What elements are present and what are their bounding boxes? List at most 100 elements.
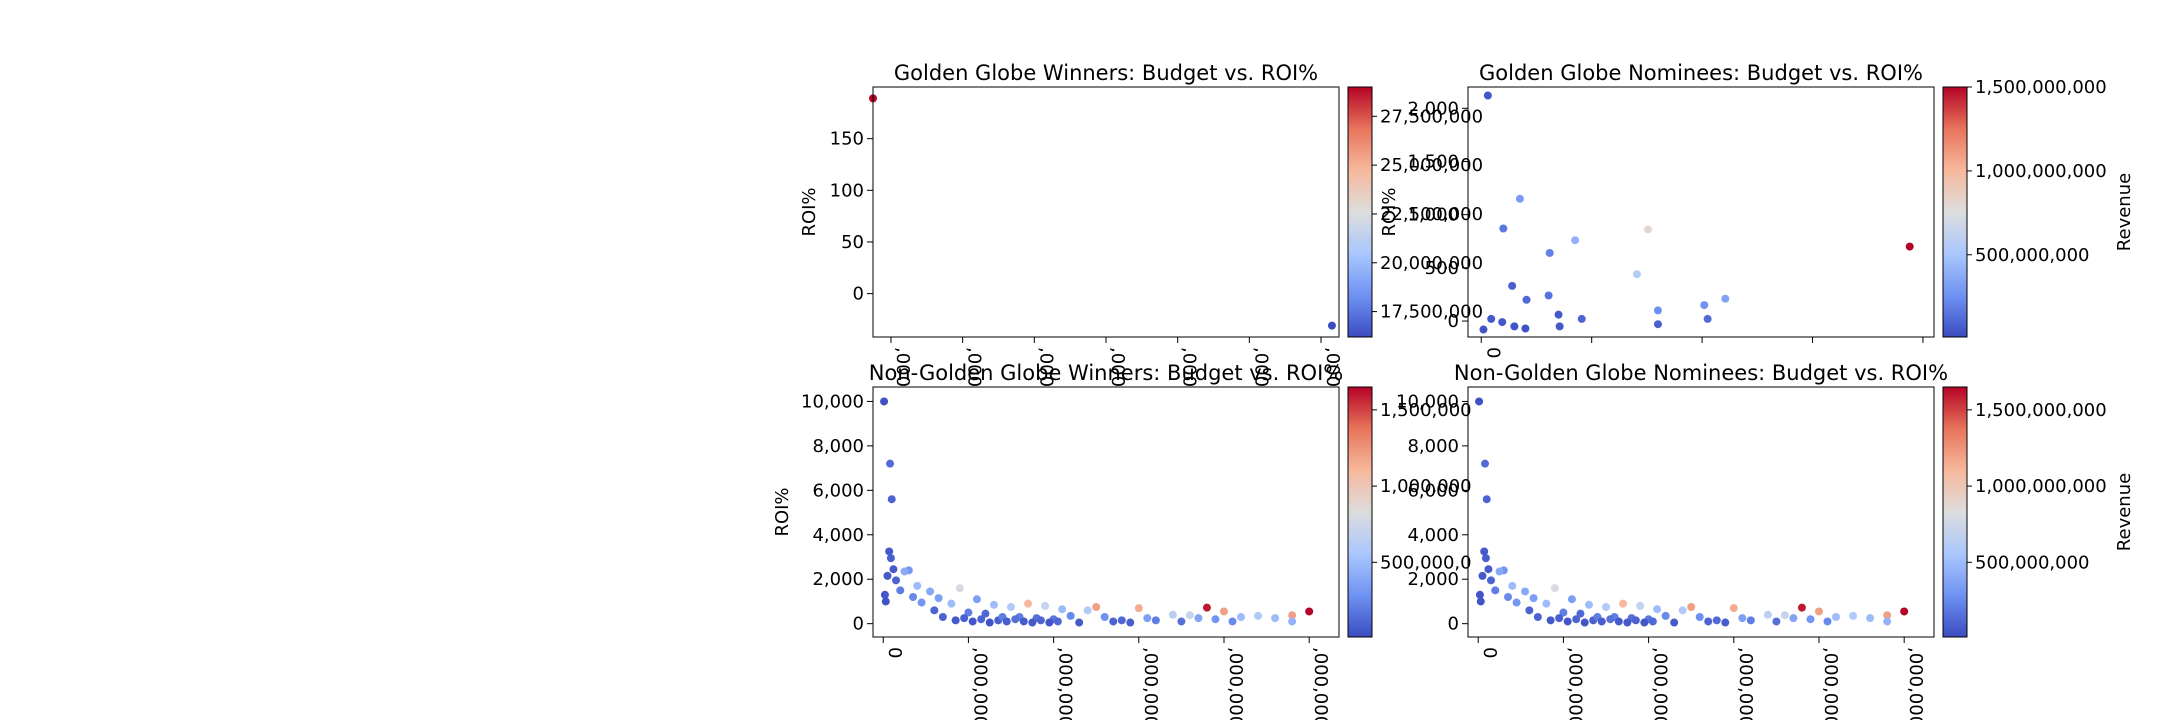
x-tick-label: ,000,000 [1905, 647, 1926, 720]
scatter-point [1640, 618, 1649, 627]
scatter-point [1789, 614, 1798, 623]
scatter-point [1066, 611, 1075, 620]
scatter-point [1619, 599, 1628, 608]
scatter-point [1544, 291, 1553, 300]
colorbar-tick-label: 500,000,0 [1380, 552, 1472, 573]
y-tick-label: 8,000 [812, 436, 864, 457]
scatter-point [981, 609, 990, 618]
x-tick-label: ,000,000 [1225, 647, 1246, 720]
scatter-point [1687, 603, 1696, 611]
scatter-point [896, 586, 905, 595]
y-axis-label: ROI% [772, 487, 793, 536]
scatter-point [1653, 320, 1662, 329]
colorbar-tick-label: 20,000,000 [1380, 253, 1483, 274]
scatter-point [1254, 611, 1263, 620]
scatter-point [1814, 607, 1823, 616]
y-axis-label: ROI% [1379, 187, 1400, 236]
scatter-point [913, 581, 922, 590]
scatter-point [1288, 611, 1297, 620]
axes-frame [872, 86, 1340, 338]
scatter-point [1476, 597, 1485, 606]
scatter-point [934, 594, 943, 603]
scatter-point [883, 571, 892, 580]
scatter-point [1806, 615, 1815, 624]
scatter-point [1653, 605, 1662, 614]
y-tick-label: 8,000 [1407, 436, 1459, 457]
scatter-point [1712, 616, 1721, 625]
scatter-point [1584, 600, 1593, 609]
scatter-point [1648, 617, 1657, 626]
scatter-point [1597, 617, 1606, 626]
scatter-point [1521, 324, 1530, 333]
y-tick-label: 2,000 [1407, 98, 1459, 119]
colorbar-tick-label: 1,000,000,000 [1975, 161, 2107, 182]
axes-frame [1467, 386, 1935, 638]
scatter-point [977, 615, 986, 624]
scatter-point [1134, 604, 1143, 613]
scatter-point [1623, 618, 1632, 627]
scatter-point [951, 616, 960, 625]
scatter-point [1019, 617, 1028, 626]
scatter-point [1202, 603, 1211, 612]
scatter-point [1109, 617, 1118, 626]
scatter-point [917, 598, 926, 607]
scatter-point [1521, 587, 1530, 596]
scatter-point [1515, 194, 1524, 203]
scatter-point [892, 576, 901, 585]
scatter-point [886, 554, 895, 563]
x-tick-label: ,000,000 [1055, 647, 1076, 720]
y-tick-label: 50 [841, 232, 864, 253]
y-tick-label: 10,000 [1396, 391, 1459, 412]
scatter-point [1100, 613, 1109, 621]
scatter-point [886, 459, 895, 468]
scatter-point [1007, 603, 1016, 611]
colorbar-tick-label: 22,500,000 [1380, 204, 1483, 225]
scatter-point [1481, 459, 1490, 468]
colorbar [1347, 386, 1373, 638]
y-tick-label: 1,000 [1407, 205, 1459, 226]
colorbar-tick-label: 25,000,000 [1380, 155, 1483, 176]
chart-title: Non-Golden Globe Nominees: Budget vs. RO… [1454, 361, 1948, 385]
scatter-point [1479, 325, 1488, 334]
scatter-point [1576, 609, 1585, 618]
scatter-point [1678, 606, 1687, 615]
scatter-point [1577, 314, 1586, 323]
y-tick-label: 6,000 [1407, 480, 1459, 501]
scatter-point [1151, 616, 1160, 625]
scatter-point [985, 618, 994, 627]
x-tick-label: 0 [1479, 647, 1500, 658]
x-tick-label: ,000,000 [1140, 647, 1161, 720]
scatter-point [1484, 565, 1493, 574]
scatter-point [1533, 613, 1542, 621]
scatter-point [1555, 614, 1564, 623]
scatter-point [1491, 586, 1500, 595]
scatter-point [1041, 601, 1050, 610]
scatter-point [1866, 614, 1875, 623]
scatter-point [972, 595, 981, 604]
scatter-point [1746, 616, 1755, 625]
axes-frame [1467, 86, 1935, 338]
y-tick-label: 6,000 [812, 480, 864, 501]
colorbar-tick-label: 1,000,000,000 [1975, 476, 2107, 497]
scatter-point [1512, 598, 1521, 607]
scatter-point [1075, 618, 1084, 627]
scatter-point [1849, 611, 1858, 620]
scatter-point [1237, 613, 1246, 621]
scatter-point [1554, 310, 1563, 319]
scatter-point [1563, 617, 1572, 626]
y-tick-label: 500 [1425, 258, 1459, 279]
scatter-point [1614, 617, 1623, 626]
scatter-point [1498, 318, 1507, 327]
scatter-point [1721, 294, 1730, 303]
y-tick-label: 4,000 [812, 525, 864, 546]
scatter-point [1305, 607, 1314, 616]
x-tick-label: ,000,000 [969, 647, 990, 720]
colorbar-tick-label: 500,000,000 [1975, 552, 2090, 573]
scatter-point [1797, 603, 1806, 612]
scatter-point [1228, 617, 1237, 626]
scatter-point [1545, 248, 1554, 257]
colorbar-tick-label: 1,500,000,000 [1975, 77, 2107, 98]
scatter-point [1546, 616, 1555, 625]
scatter-point [1763, 610, 1772, 619]
scatter-point [926, 587, 935, 596]
